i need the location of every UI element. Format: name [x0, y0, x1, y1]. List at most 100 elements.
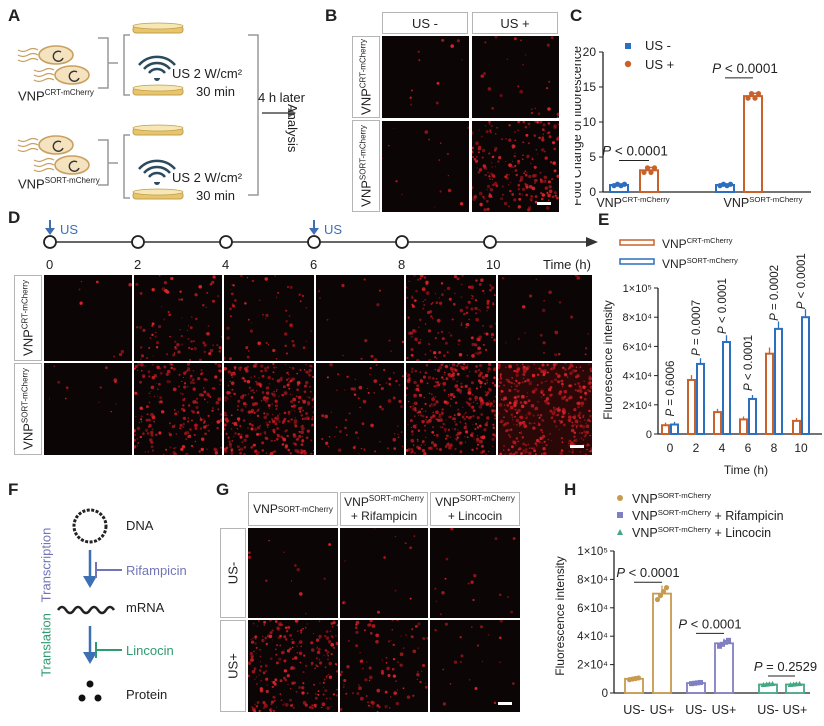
fluorescent-dot — [243, 453, 246, 455]
fluorescent-dot — [145, 356, 149, 360]
fluorescent-dot — [418, 59, 421, 62]
fluorescent-dot — [586, 448, 588, 451]
legend-marker — [624, 60, 632, 68]
fluorescent-dot — [503, 396, 507, 401]
data-point — [689, 681, 694, 687]
fluorescent-dot — [255, 705, 259, 708]
fluorescent-dot — [195, 401, 199, 404]
fluorescent-dot — [512, 682, 515, 685]
fluorescent-dot — [199, 417, 202, 419]
fluorescent-dot — [479, 363, 483, 367]
fluorescent-dot — [291, 394, 293, 396]
fluorescent-dot — [211, 387, 213, 389]
fluorescent-dot — [542, 123, 546, 127]
fluorescent-dot — [489, 129, 492, 132]
fluorescent-dot — [291, 366, 295, 370]
fluorescent-dot — [517, 161, 520, 165]
fluorescent-dot — [425, 682, 427, 684]
fluorescent-dot — [409, 546, 412, 550]
fluorescent-dot — [472, 131, 474, 135]
fluorescent-dot — [253, 667, 257, 671]
fluorescent-dot — [517, 408, 521, 413]
fluorescent-dot — [470, 433, 473, 437]
fluorescent-dot — [432, 414, 436, 418]
fluorescent-dot — [588, 363, 590, 366]
fluorescent-dot — [236, 445, 240, 449]
fluorescent-dot — [296, 405, 298, 407]
fluorescent-dot — [397, 436, 400, 439]
fluorescent-dot — [511, 144, 516, 149]
fluorescent-dot — [445, 445, 447, 448]
fluorescent-dot — [561, 386, 564, 388]
fluorescent-dot — [273, 431, 276, 434]
fluorescent-dot — [484, 173, 487, 177]
fluorescent-dot — [425, 418, 427, 421]
fluorescent-dot — [233, 421, 238, 426]
fluorescent-dot — [556, 174, 559, 178]
fluorescent-dot — [546, 363, 549, 366]
fluorescent-dot — [475, 312, 478, 315]
fluorescent-dot — [301, 439, 305, 443]
fluorescent-dot — [264, 664, 268, 668]
fluorescent-dot — [534, 107, 537, 110]
plasmid — [68, 70, 80, 82]
fluorescent-dot — [216, 343, 219, 347]
fluorescent-dot — [515, 411, 519, 415]
fluorescent-dot — [522, 63, 524, 66]
fluorescent-dot — [391, 620, 394, 622]
fluorescent-dot — [137, 363, 141, 366]
fluorescent-dot — [254, 363, 258, 366]
y-tick-label: 1×10⁵ — [623, 283, 652, 295]
fluorescent-dot — [509, 189, 512, 193]
fluorescent-dot — [293, 421, 297, 426]
fluorescent-dot — [512, 147, 515, 150]
fluorescent-dot — [280, 376, 283, 380]
fluorescent-dot — [352, 446, 356, 449]
panel-label-g: G — [216, 480, 230, 499]
fluorescent-dot — [478, 351, 482, 355]
mrna-label: mRNA — [126, 600, 165, 615]
fluorescent-dot — [274, 275, 276, 277]
fluorescent-dot — [254, 637, 257, 640]
fluorescent-dot — [579, 451, 582, 453]
fluorescent-dot — [183, 382, 187, 385]
fluorescent-dot — [480, 413, 484, 416]
fluorescent-dot — [419, 371, 422, 374]
fluorescent-dot — [499, 620, 504, 623]
fluorescent-dot — [434, 384, 437, 388]
fluorescent-dot — [239, 447, 244, 452]
fluorescent-dot — [578, 411, 582, 415]
fluorescent-dot — [295, 690, 298, 693]
fluorescent-dot — [575, 425, 578, 427]
fluorescent-dot — [456, 380, 459, 383]
fluorescent-dot — [310, 330, 312, 332]
fluorescent-dot — [521, 436, 525, 439]
fluorescent-dot — [300, 631, 303, 634]
fluorescent-dot — [303, 369, 306, 371]
fluorescent-dot — [209, 348, 214, 353]
fluorescent-dot — [492, 433, 495, 436]
fluorescent-dot — [473, 573, 477, 578]
fluorescent-dot — [342, 601, 345, 605]
fluorescent-dot — [553, 406, 555, 409]
fluorescent-dot — [53, 365, 55, 367]
timeline-tick-label: 2 — [134, 257, 142, 272]
fluorescent-dot — [424, 685, 428, 689]
fluorescent-dot — [305, 411, 309, 416]
fluorescent-dot — [142, 374, 146, 378]
fluorescent-dot — [451, 377, 456, 381]
fluorescent-dot — [540, 428, 543, 432]
fluorescent-dot — [212, 299, 215, 303]
fluorescent-dot — [212, 275, 216, 279]
fluorescent-dot — [561, 382, 564, 386]
fluorescent-dot — [476, 351, 480, 356]
plasmid — [52, 50, 64, 62]
fluorescent-dot — [438, 159, 441, 161]
fluorescent-dot — [426, 382, 429, 385]
fluorescent-dot — [476, 402, 478, 404]
fluorescent-dot — [324, 414, 329, 419]
fluorescent-dot — [444, 437, 448, 440]
fluorescent-dot — [187, 434, 192, 439]
fluorescent-dot — [271, 680, 273, 683]
fluorescent-dot — [442, 422, 445, 426]
